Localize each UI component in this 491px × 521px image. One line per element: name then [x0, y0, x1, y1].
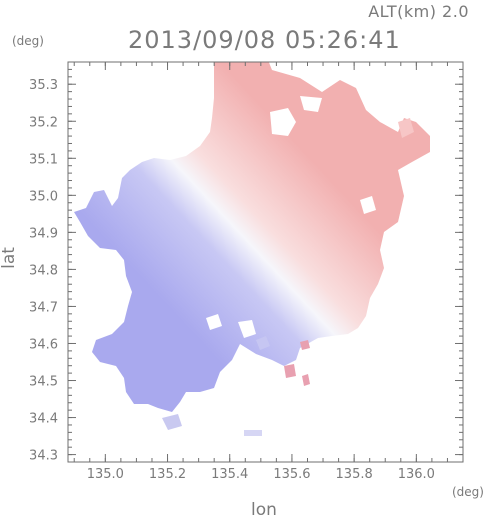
y-tick-label: 34.7	[29, 300, 58, 315]
y-tick-label: 34.4	[29, 412, 58, 427]
echo-region	[74, 62, 430, 436]
x-tick-label: 135.2	[149, 467, 186, 482]
echo-cell	[284, 364, 296, 378]
x-axis-label: lon	[251, 500, 277, 520]
echo-gap	[270, 108, 296, 136]
echo-gap	[238, 320, 256, 338]
y-tick-label: 34.9	[29, 226, 58, 241]
echo-cell	[256, 336, 270, 350]
echo-cell	[398, 118, 414, 138]
echo-gap	[206, 314, 222, 330]
x-axis-ticks: 135.0 135.2 135.4 135.6 135.8 136.0	[73, 62, 448, 482]
x-tick-label: 135.8	[336, 467, 373, 482]
echo-cell	[162, 414, 182, 430]
echo-area	[74, 62, 430, 412]
timestamp-title: 2013/09/08 05:26:41	[128, 26, 401, 54]
y-tick-label: 35.0	[29, 189, 58, 204]
y-tick-label: 34.8	[29, 263, 58, 278]
y-tick-label: 34.6	[29, 337, 58, 352]
y-tick-label: 34.5	[29, 375, 58, 390]
y-tick-label: 35.1	[29, 152, 58, 167]
x-tick-label: 135.6	[273, 467, 310, 482]
echo-cell	[300, 340, 310, 350]
x-tick-label: 135.0	[87, 467, 124, 482]
x-axis-unit: (deg)	[452, 485, 484, 499]
echo-cell	[244, 430, 262, 436]
echo-gap	[360, 196, 376, 214]
y-tick-label: 34.3	[29, 449, 58, 464]
y-tick-label: 35.2	[29, 115, 58, 130]
altitude-label: ALT(km) 2.0	[368, 2, 469, 21]
y-axis-unit: (deg)	[12, 34, 44, 48]
x-tick-label: 136.0	[398, 467, 435, 482]
echo-cell	[302, 374, 310, 386]
y-tick-label: 35.3	[29, 78, 58, 93]
x-tick-label: 135.4	[211, 467, 248, 482]
echo-gap	[300, 96, 322, 112]
y-axis-ticks: 34.3 34.4 34.5 34.6 34.7 34.8 34.9 35.0 35.1 35.2…	[29, 68, 463, 464]
